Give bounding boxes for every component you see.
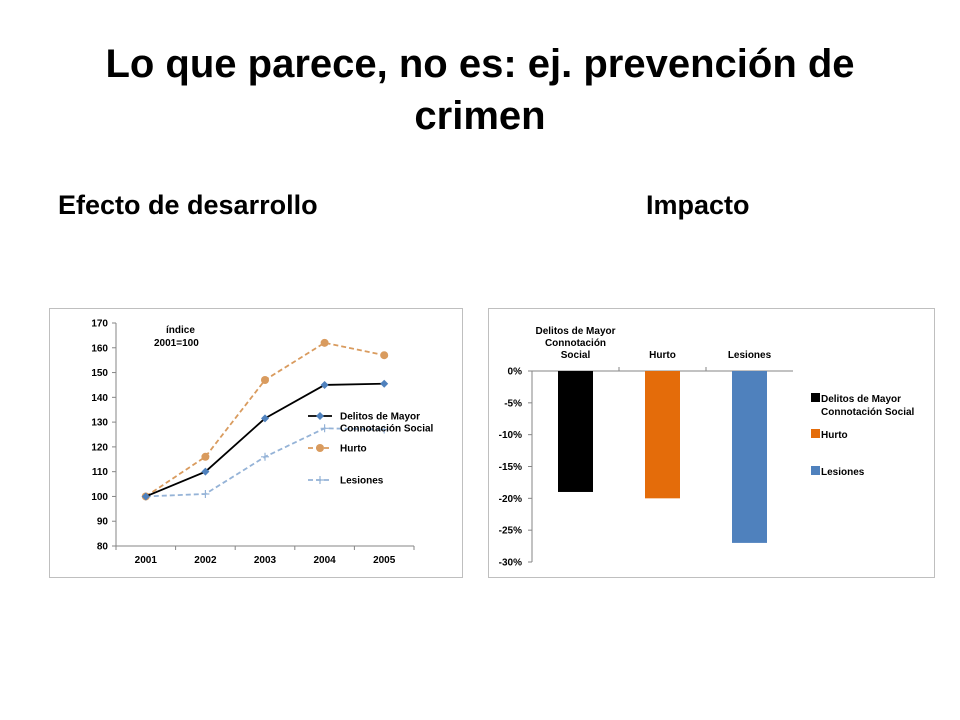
x-tick-label: 2002 xyxy=(194,555,217,566)
y-tick-label: -30% xyxy=(499,558,522,569)
y-tick-label: -10% xyxy=(499,430,522,441)
y-tick-label: 140 xyxy=(91,393,108,404)
bar xyxy=(732,371,767,543)
left-heading: Efecto de desarrollo xyxy=(58,190,318,220)
data-point xyxy=(380,379,389,388)
data-point xyxy=(380,425,389,434)
legend-label: Hurto xyxy=(821,430,848,441)
category-label: Connotación xyxy=(545,338,606,349)
bar-chart-frame: 0% -5% -10% -15% -20% -25% -30% Delitos de Mayo… xyxy=(488,308,935,578)
y-tick-label: 100 xyxy=(91,492,108,503)
legend-swatch xyxy=(811,466,820,475)
category-label: Social xyxy=(561,350,591,361)
bar xyxy=(558,371,593,492)
bar xyxy=(645,371,680,499)
legend-marker xyxy=(316,476,324,484)
y-tick-label: 80 xyxy=(97,542,109,553)
y-tick-label: 0% xyxy=(508,367,523,378)
y-tick-label: -5% xyxy=(504,398,522,409)
x-tick-label: 2004 xyxy=(313,555,336,566)
data-point xyxy=(141,492,150,501)
y-tick-label: 90 xyxy=(97,517,109,528)
category-label: Lesiones xyxy=(728,350,772,361)
x-tick-label: 2005 xyxy=(373,555,396,566)
chart-annotation: 2001=100 xyxy=(154,338,199,349)
legend-label: Delitos de Mayor xyxy=(340,412,420,423)
x-tick-label: 2003 xyxy=(254,555,277,566)
data-point xyxy=(320,338,329,347)
data-point xyxy=(320,424,329,433)
y-tick-label: 170 xyxy=(91,319,108,330)
data-point xyxy=(261,414,269,423)
legend-label: Lesiones xyxy=(821,467,865,478)
legend-label: Hurto xyxy=(340,444,367,455)
data-point xyxy=(380,351,389,360)
data-point xyxy=(261,452,269,461)
legend-marker xyxy=(316,412,324,420)
y-tick-label: 150 xyxy=(91,368,108,379)
data-point xyxy=(261,375,269,384)
legend-label: Delitos de Mayor xyxy=(821,394,901,405)
legend-label: Connotación Social xyxy=(340,424,434,435)
y-tick-label: -25% xyxy=(499,526,522,537)
bar-chart: 0% -5% -10% -15% -20% -25% -30% Delitos de Mayo… xyxy=(499,326,915,569)
legend-swatch xyxy=(811,429,820,438)
data-point xyxy=(320,380,329,389)
y-tick-label: 120 xyxy=(91,442,108,453)
data-point xyxy=(201,467,210,476)
line-chart-frame: 80 90 100 110 120 130 140 150 160 170 2001 2002 2003… xyxy=(49,308,463,578)
legend-swatch xyxy=(811,393,820,402)
y-tick-label: -20% xyxy=(499,494,522,505)
legend-label: Lesiones xyxy=(340,476,384,487)
chart-annotation: índice xyxy=(166,325,195,336)
data-point xyxy=(201,489,210,498)
right-heading: Impacto xyxy=(646,190,750,220)
line-chart: 80 90 100 110 120 130 140 150 160 170 2001 2002 2003… xyxy=(91,319,434,567)
legend-marker xyxy=(316,444,324,452)
y-tick-label: -15% xyxy=(499,462,522,473)
category-label: Delitos de Mayor xyxy=(535,326,615,337)
slide-title: Lo que parece, no es: ej. prevención de … xyxy=(105,42,855,138)
category-label: Hurto xyxy=(649,350,676,361)
y-tick-label: 130 xyxy=(91,418,108,429)
x-tick-label: 2001 xyxy=(135,555,158,566)
legend-label: Connotación Social xyxy=(821,407,915,418)
y-tick-label: 160 xyxy=(91,343,108,354)
y-tick-label: 110 xyxy=(92,467,109,478)
data-point xyxy=(201,452,210,461)
